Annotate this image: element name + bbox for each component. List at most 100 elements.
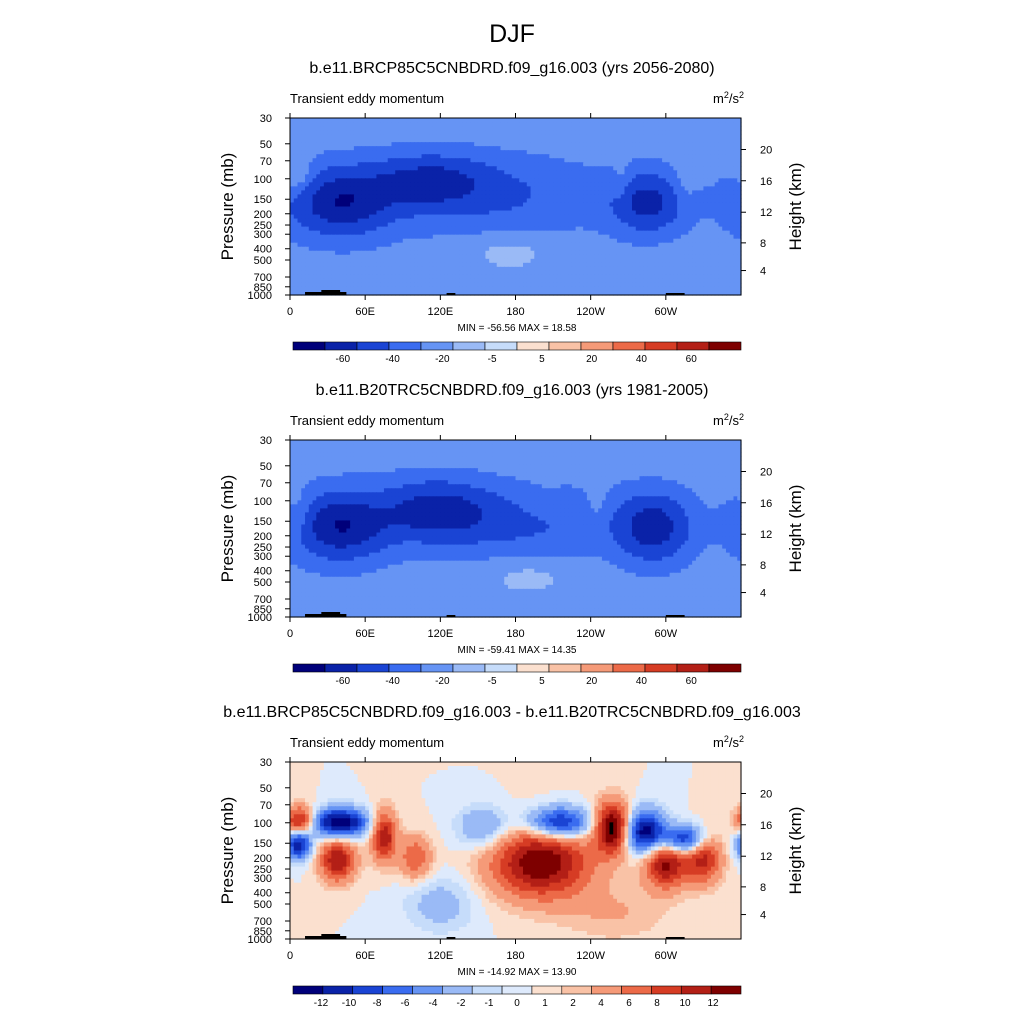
- field-cell: [718, 202, 723, 208]
- field-cell: [699, 186, 705, 192]
- field-cell: [541, 258, 547, 264]
- field-cell: [710, 150, 716, 155]
- field-cell: [714, 238, 720, 244]
- field-cell: [733, 214, 738, 220]
- field-cell: [658, 174, 663, 179]
- field-cell: [440, 222, 445, 228]
- field-cell: [481, 234, 487, 240]
- field-cell: [383, 118, 389, 123]
- field-cell: [338, 178, 344, 183]
- field-cell: [680, 146, 686, 151]
- field-cell: [290, 154, 295, 159]
- field-cell: [541, 262, 547, 268]
- field-cell: [725, 162, 731, 167]
- field-cell: [571, 150, 577, 155]
- field-cell: [342, 178, 347, 183]
- field-cell: [421, 162, 426, 167]
- field-cell: [620, 226, 626, 232]
- field-cell: [568, 190, 573, 196]
- field-cell: [406, 186, 411, 192]
- field-cell: [312, 166, 317, 171]
- field-cell: [590, 226, 596, 232]
- field-cell: [613, 170, 618, 175]
- field-cell: [308, 266, 314, 272]
- field-cell: [398, 266, 404, 272]
- field-cell: [541, 226, 547, 232]
- field-cell: [290, 194, 295, 200]
- field-cell: [290, 278, 295, 284]
- field-cell: [470, 146, 475, 151]
- field-cell: [549, 122, 554, 127]
- field-cell: [477, 126, 483, 131]
- field-cell: [316, 238, 321, 244]
- field-cell: [447, 226, 453, 232]
- field-cell: [406, 278, 411, 284]
- field-cell: [526, 226, 532, 232]
- field-cell: [470, 282, 475, 288]
- field-cell: [654, 174, 659, 179]
- field-cell: [733, 142, 738, 147]
- field-cell: [455, 250, 460, 256]
- field-cell: [477, 246, 483, 252]
- field-cell: [470, 194, 475, 200]
- field-cell: [526, 194, 532, 200]
- field-cell: [353, 118, 359, 123]
- field-cell: [560, 266, 565, 272]
- field-cell: [312, 130, 317, 135]
- field-cell: [357, 274, 363, 280]
- field-cell: [684, 262, 689, 268]
- field-cell: [323, 122, 329, 127]
- field-cell: [725, 258, 731, 264]
- field-cell: [609, 166, 614, 171]
- field-cell: [338, 274, 344, 280]
- field-cell: [489, 162, 494, 167]
- field-cell: [677, 146, 682, 151]
- field-cell: [568, 130, 573, 135]
- field-cell: [538, 138, 543, 143]
- field-cell: [737, 118, 742, 123]
- field-cell: [429, 142, 434, 147]
- field-cell: [365, 134, 370, 139]
- field-cell: [353, 222, 359, 228]
- field-cell: [395, 234, 400, 240]
- field-cell: [545, 258, 550, 264]
- field-cell: [459, 262, 464, 268]
- field-cell: [677, 214, 682, 220]
- field-cell: [297, 170, 302, 175]
- field-cell: [470, 210, 475, 216]
- field-cell: [492, 202, 498, 208]
- field-cell: [710, 278, 716, 284]
- field-cell: [692, 134, 697, 139]
- field-cell: [695, 134, 701, 139]
- field-cell: [553, 278, 558, 284]
- field-cell: [598, 158, 603, 163]
- field-cell: [398, 274, 404, 280]
- field-cell: [628, 158, 633, 163]
- field-cell: [335, 246, 340, 252]
- field-cell: [643, 142, 648, 147]
- field-cell: [357, 230, 363, 236]
- field-cell: [507, 210, 513, 216]
- field-cell: [620, 218, 626, 224]
- field-cell: [616, 178, 622, 183]
- field-cell: [725, 130, 731, 135]
- field-cell: [410, 170, 415, 175]
- field-cell: [609, 206, 614, 212]
- field-cell: [444, 246, 449, 252]
- field-cell: [556, 242, 562, 248]
- field-cell: [406, 158, 411, 163]
- field-cell: [710, 258, 716, 264]
- field-cell: [477, 254, 483, 260]
- field-cell: [372, 282, 378, 288]
- field-cell: [620, 210, 626, 216]
- field-cell: [725, 142, 731, 147]
- field-cell: [560, 226, 565, 232]
- field-cell: [553, 182, 558, 187]
- field-cell: [688, 210, 693, 216]
- field-cell: [677, 226, 682, 232]
- field-cell: [519, 242, 524, 248]
- field-cell: [436, 222, 441, 228]
- field-cell: [470, 186, 475, 192]
- field-cell: [722, 262, 727, 268]
- field-cell: [605, 174, 611, 179]
